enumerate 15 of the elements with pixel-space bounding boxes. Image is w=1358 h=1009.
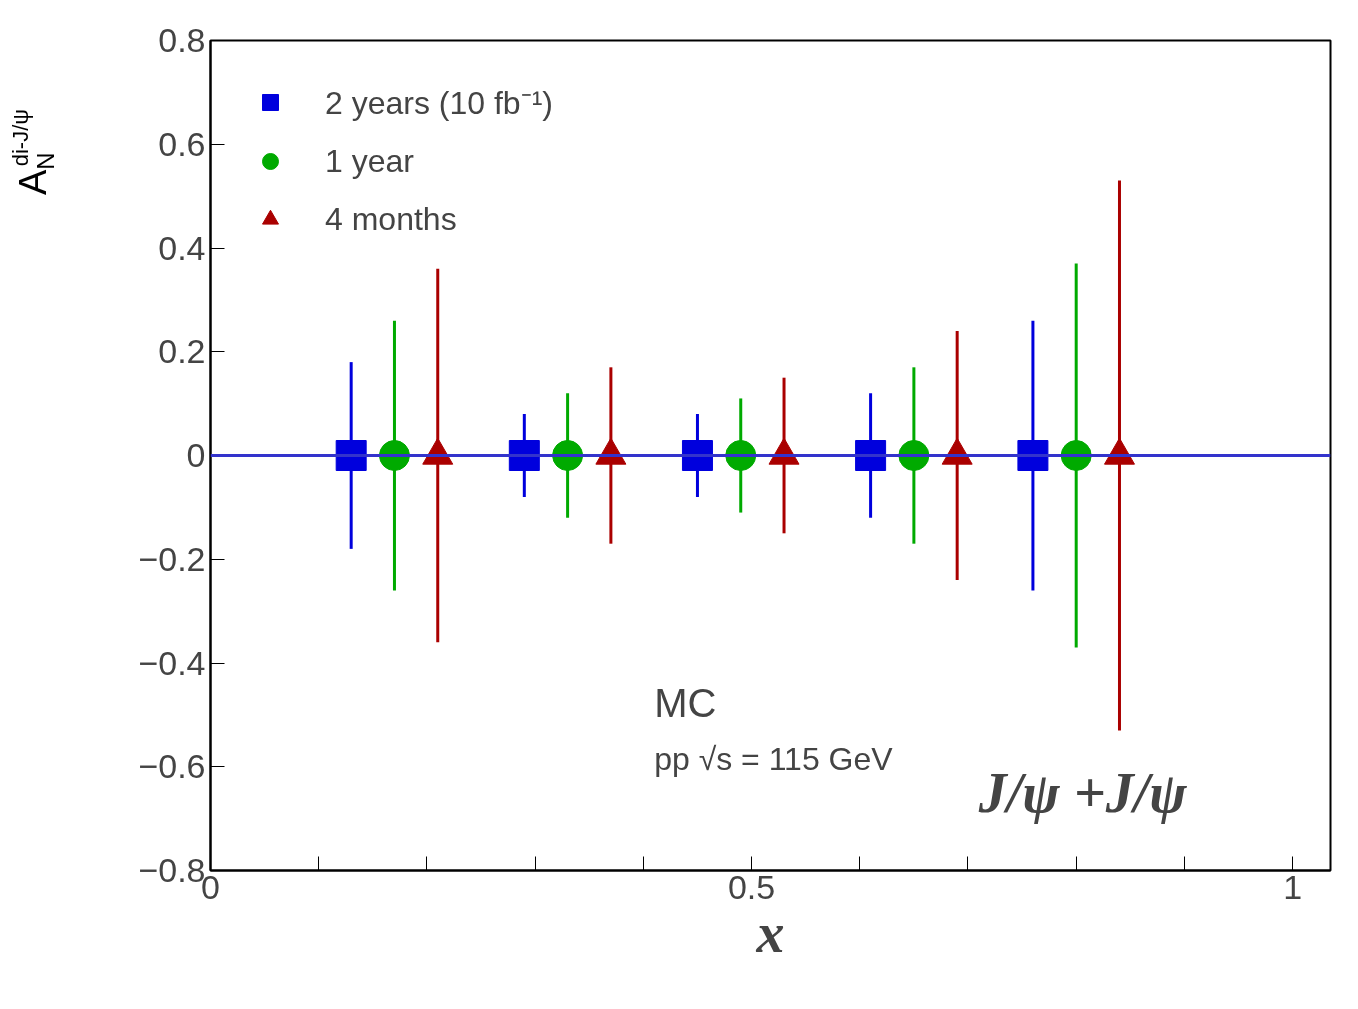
y-tick-label: 0.8	[158, 21, 206, 59]
y-tick-label: 0.2	[158, 332, 206, 371]
annotation: J/ψ +J/ψ	[977, 761, 1188, 824]
y-tick-label: 0.6	[158, 124, 206, 163]
annotation: pp √s = 115 GeV	[654, 741, 894, 778]
y-tick-label: −0.4	[138, 643, 206, 682]
legend-label: 4 months	[325, 200, 457, 238]
y-tick-label: −0.2	[138, 539, 206, 578]
legend-label: 1 year	[325, 142, 414, 180]
y-tick-label: −0.6	[138, 747, 206, 786]
y-tick-label: 0	[186, 436, 206, 474]
legend-label: 2 years (10 fb⁻¹)	[325, 84, 553, 123]
y-tick-label: 0.4	[158, 228, 206, 267]
x-tick-label: 1	[1283, 867, 1303, 906]
annotation: MC	[654, 681, 717, 726]
